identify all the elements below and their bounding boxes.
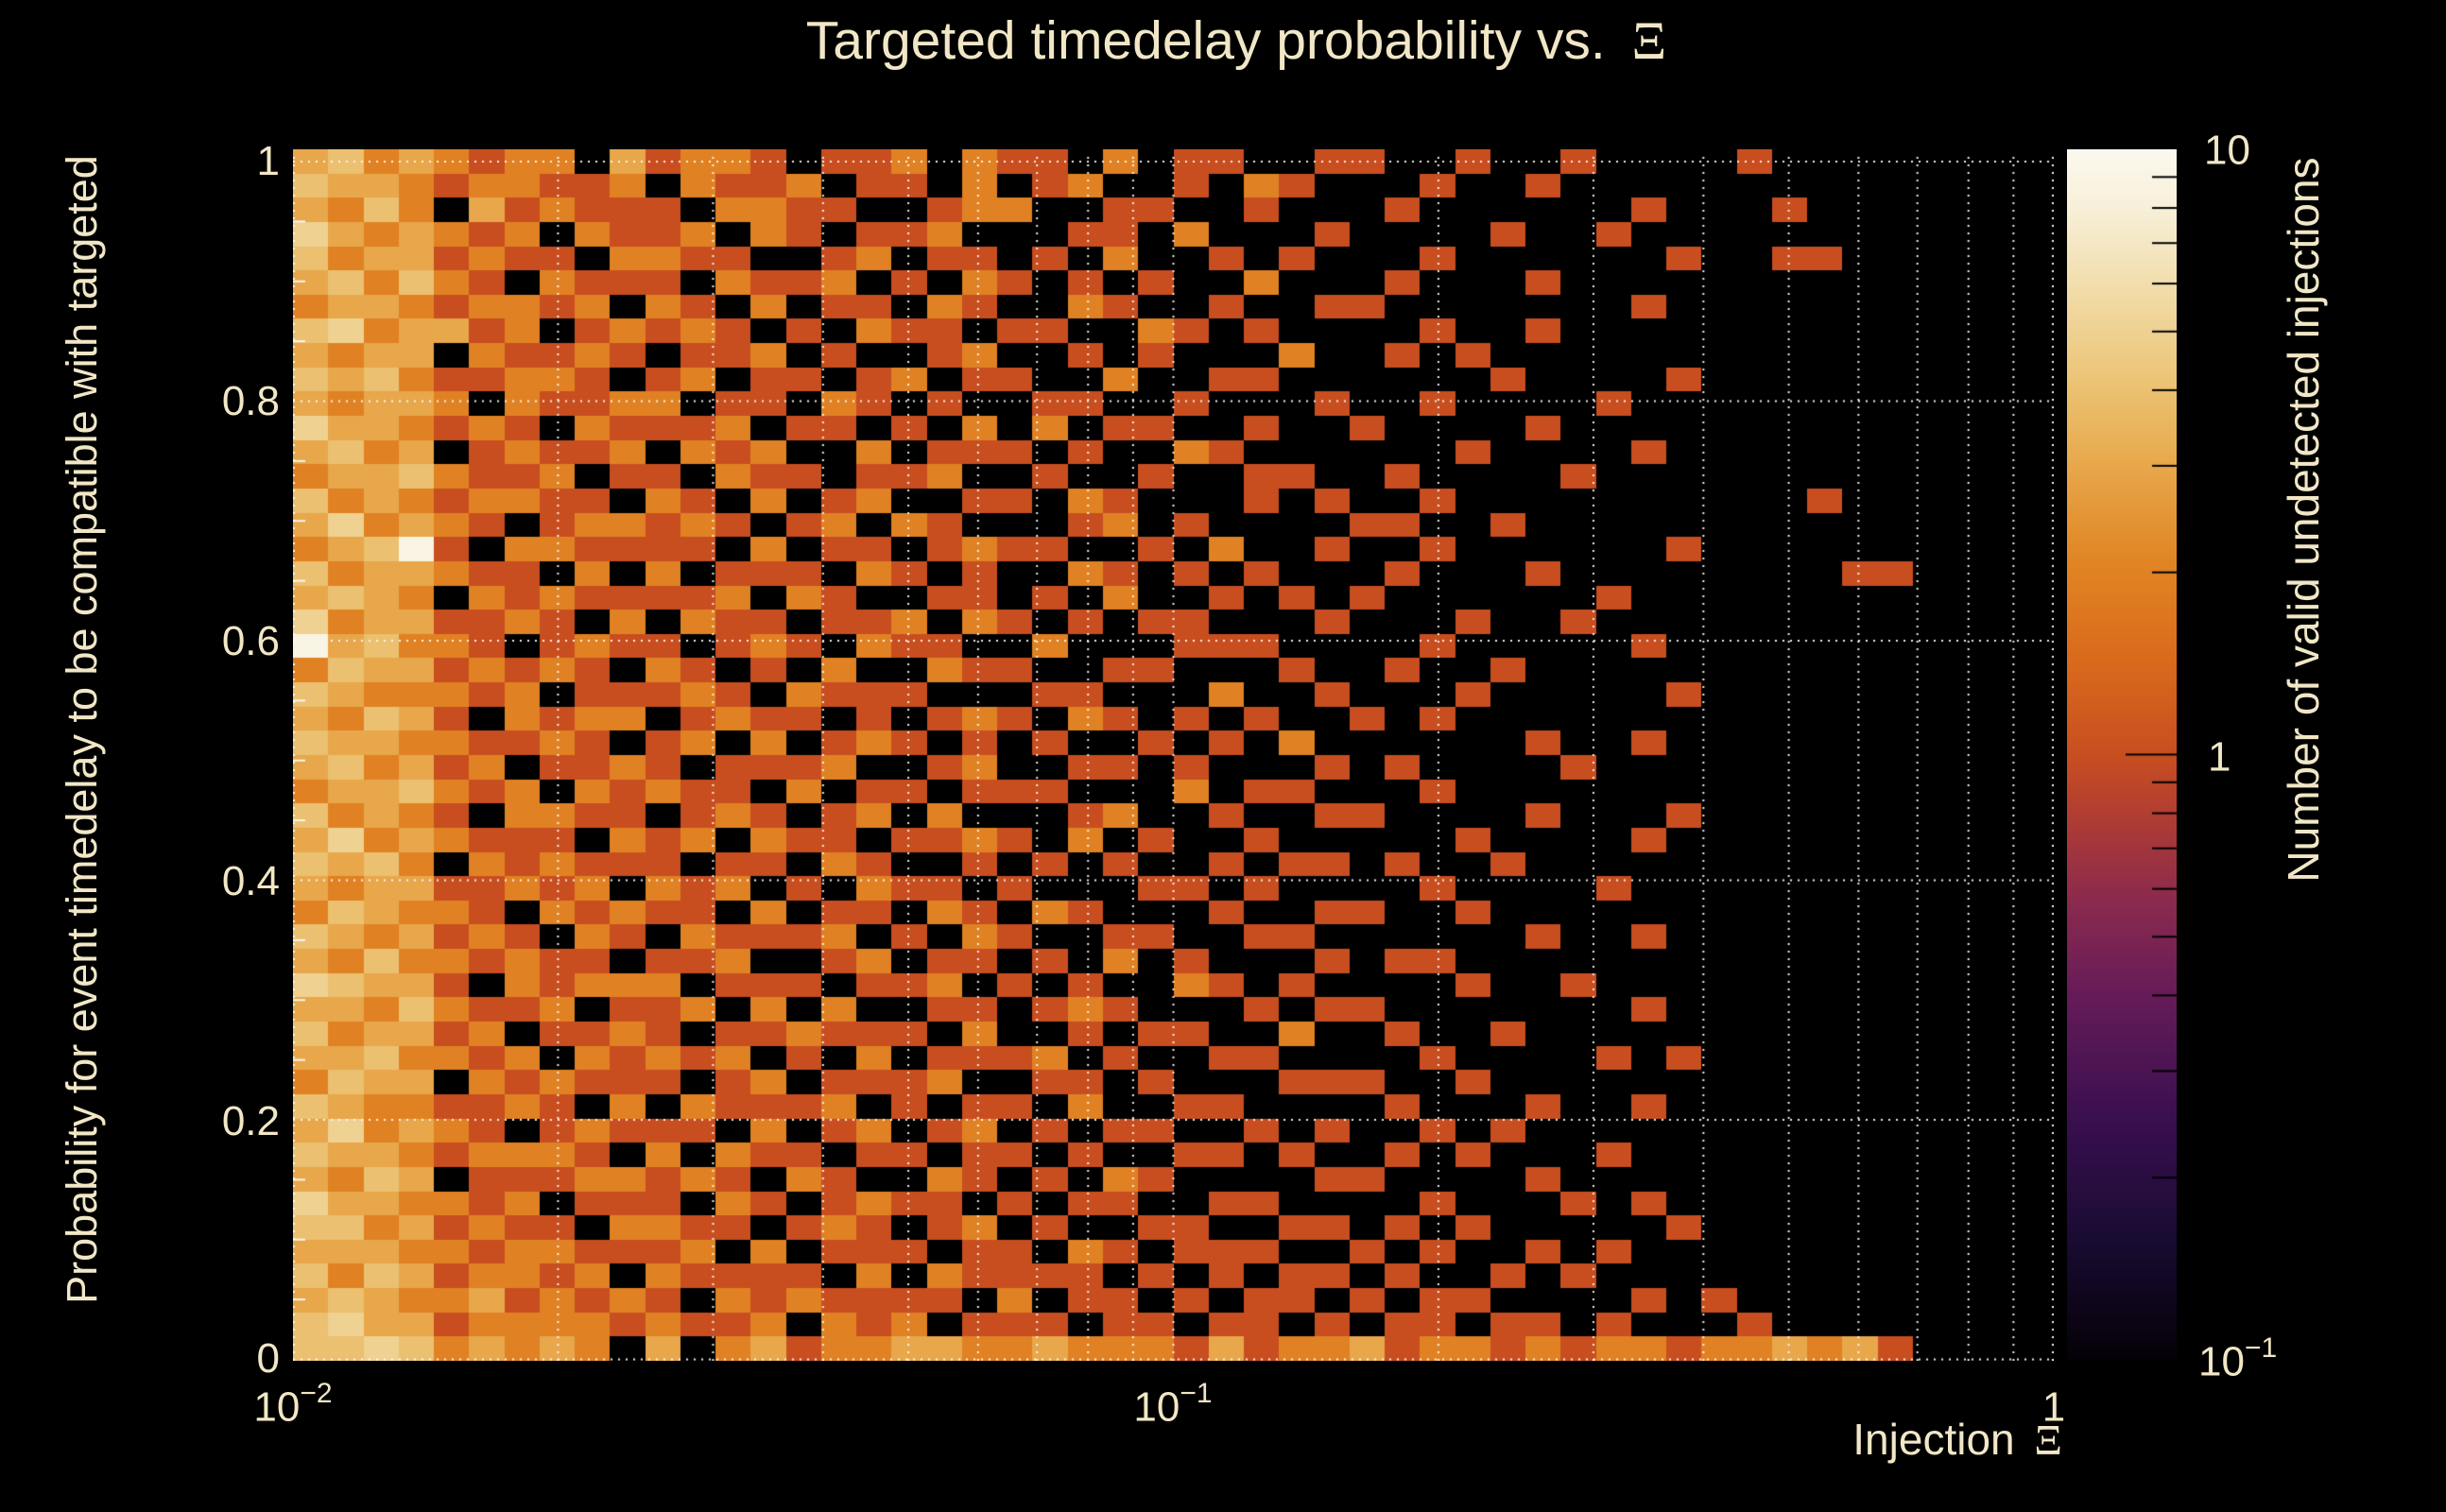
colorbar-tick-10e-1: 10−1 bbox=[2198, 1332, 2278, 1385]
x-axis-xi-symbol: Ξ bbox=[2034, 1416, 2062, 1464]
x-tick-10e-2: 10−2 bbox=[253, 1378, 333, 1431]
x-axis-title-text: Injection bbox=[1852, 1415, 2027, 1464]
y-tick-0: 0 bbox=[256, 1335, 280, 1382]
heatmap-canvas bbox=[293, 149, 2054, 1361]
y-tick-0-6: 0.6 bbox=[221, 618, 280, 664]
x-axis-title: Injection Ξ bbox=[1559, 1414, 2062, 1465]
colorbar-canvas bbox=[2067, 149, 2177, 1360]
colorbar-title: Number of valid undetected injections bbox=[2279, 157, 2328, 883]
colorbar-tick-10: 10 bbox=[2204, 127, 2250, 174]
colorbar-tick-1: 1 bbox=[2208, 733, 2231, 781]
xi-symbol: Ξ bbox=[1631, 11, 1667, 71]
y-tick-1: 1 bbox=[256, 138, 280, 184]
plot-title: Targeted timedelay probability vs. Ξ bbox=[806, 9, 1666, 72]
x-tick-10e-1: 10−1 bbox=[1133, 1378, 1213, 1431]
y-tick-0-2: 0.2 bbox=[221, 1098, 280, 1144]
y-tick-0-4: 0.4 bbox=[221, 858, 280, 904]
plot-title-text: Targeted timedelay probability vs. bbox=[805, 10, 1621, 71]
y-axis-title: Probability for event timedelay to be co… bbox=[58, 155, 106, 1304]
y-tick-0-8: 0.8 bbox=[221, 378, 280, 424]
x-tick-1: 1 bbox=[2041, 1383, 2066, 1431]
